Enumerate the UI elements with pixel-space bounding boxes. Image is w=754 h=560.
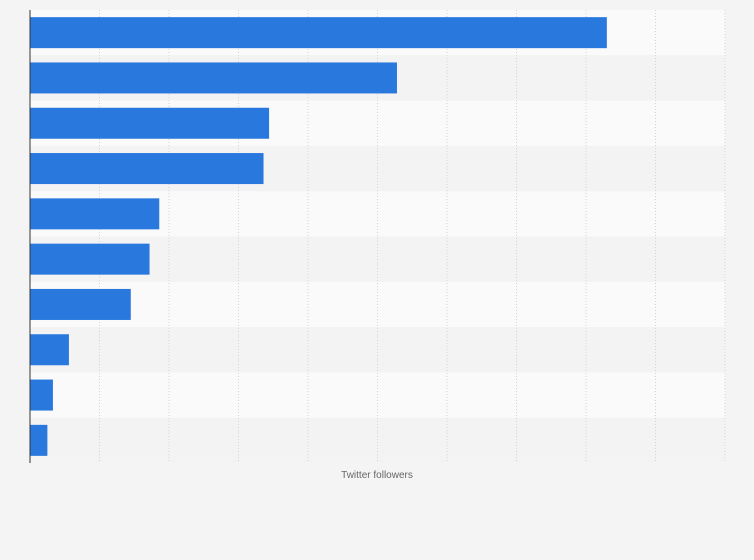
bar[interactable] <box>30 243 150 275</box>
bar[interactable] <box>30 288 131 320</box>
bar[interactable] <box>30 153 264 185</box>
bar[interactable] <box>30 379 53 411</box>
bar[interactable] <box>30 198 160 230</box>
bar[interactable] <box>30 424 48 456</box>
row-band <box>30 417 725 463</box>
bars <box>30 17 607 456</box>
x-axis-label: Twitter followers <box>341 470 413 481</box>
bar[interactable] <box>30 107 270 139</box>
bar[interactable] <box>30 17 607 49</box>
bar[interactable] <box>30 334 69 366</box>
bar[interactable] <box>30 62 397 94</box>
